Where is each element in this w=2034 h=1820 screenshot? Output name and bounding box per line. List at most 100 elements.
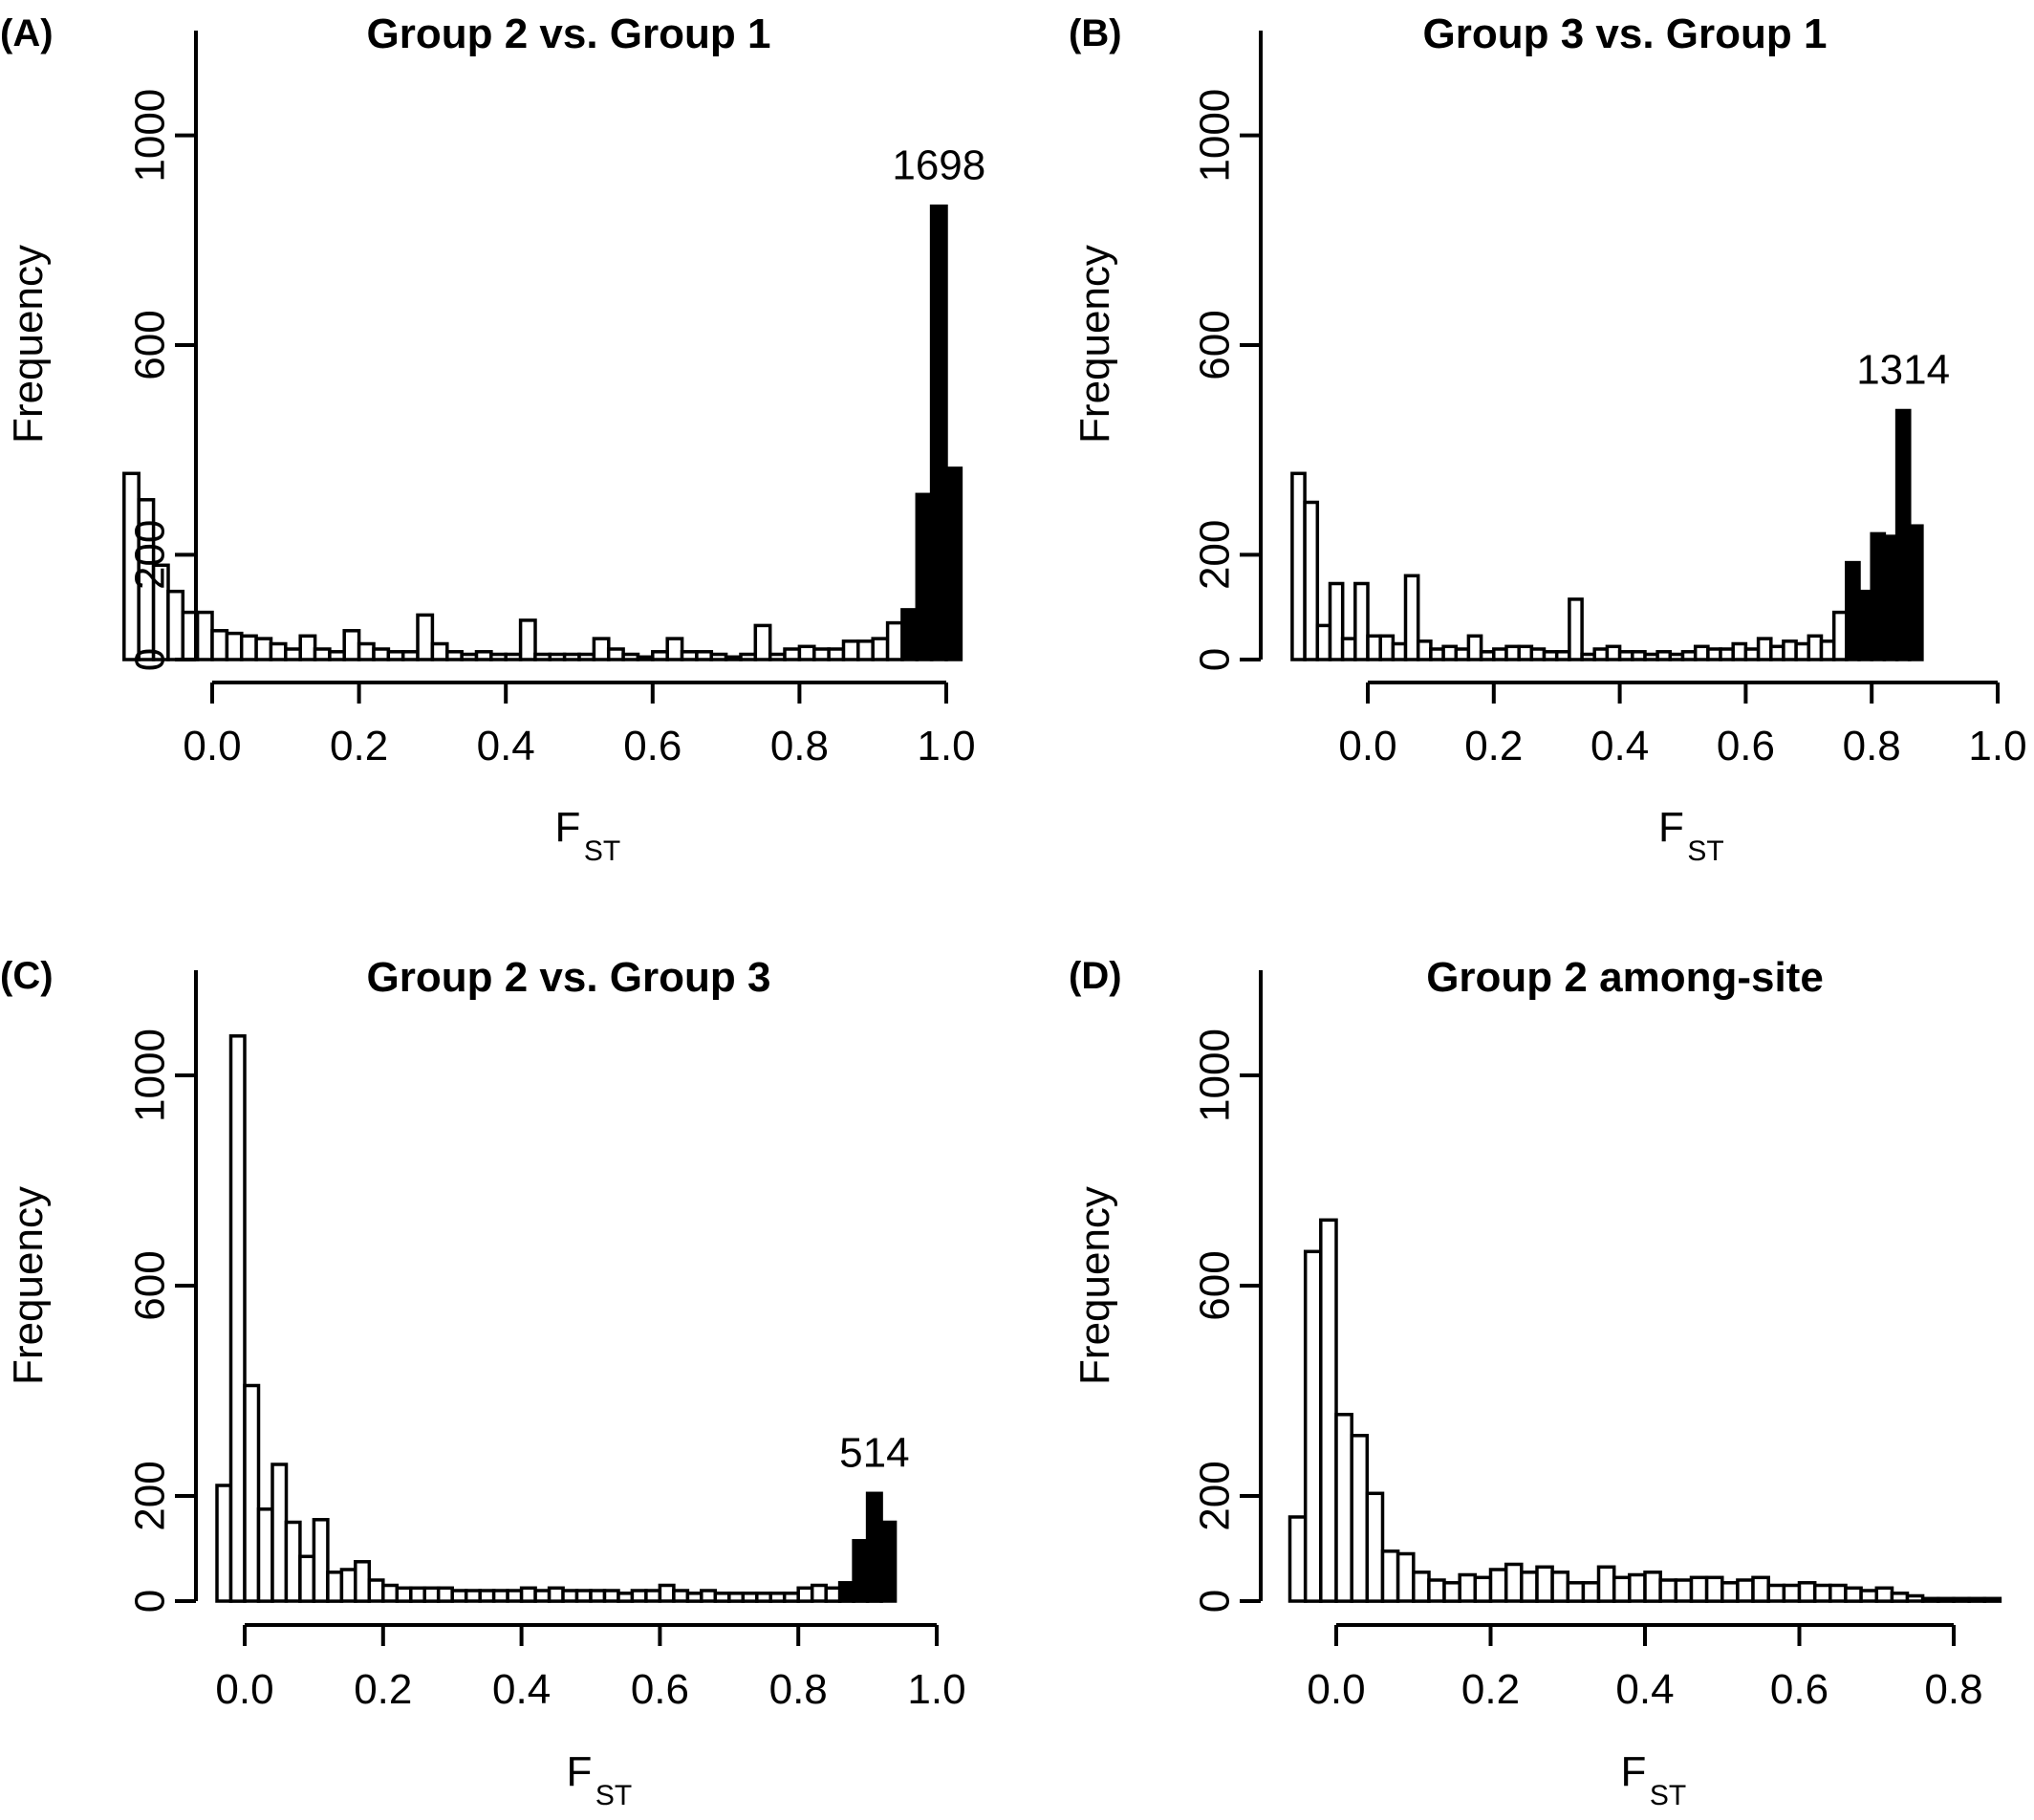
histogram-bar — [312, 1518, 330, 1603]
histogram-bar — [1568, 597, 1584, 661]
histogram-bar — [755, 1592, 773, 1603]
x-tick-label: 0.4 — [477, 723, 535, 769]
histogram-bar — [1473, 1575, 1493, 1603]
x-axis-label-subscript: ST — [584, 835, 620, 867]
histogram-bar — [518, 618, 537, 661]
histogram-bar — [1807, 634, 1824, 661]
histogram-bar — [1680, 650, 1698, 661]
histogram-bar — [228, 1034, 247, 1603]
histogram-bar — [636, 655, 655, 661]
histogram-bar — [796, 1586, 814, 1603]
y-tick-label: 0 — [1192, 648, 1239, 671]
histogram-bar — [837, 1581, 855, 1603]
histogram-bar — [1859, 1589, 1879, 1603]
histogram-bar — [1315, 623, 1332, 661]
highlight-count-annotation: 1698 — [892, 142, 985, 189]
x-tick-label: 0.8 — [1843, 723, 1901, 769]
histogram-bar — [739, 652, 758, 661]
histogram-bar — [1967, 1596, 1987, 1603]
histogram-bar — [812, 647, 831, 661]
histogram-bar — [215, 1484, 233, 1603]
histogram-bar — [1870, 531, 1887, 661]
histogram-bar — [665, 637, 684, 661]
histogram-bar — [339, 1568, 357, 1603]
histogram-bar — [239, 634, 258, 661]
y-tick-label: 1000 — [127, 89, 174, 183]
histogram-bar — [395, 1586, 413, 1603]
panel-label: (C) — [0, 955, 54, 997]
x-axis-label: F — [1658, 804, 1684, 851]
highlight-count-annotation: 514 — [839, 1429, 909, 1476]
histogram-bar — [506, 1589, 524, 1603]
histogram-bar — [592, 637, 611, 661]
histogram-bar — [1442, 1581, 1461, 1603]
histogram-bar — [519, 1586, 537, 1603]
histogram-bar — [548, 652, 567, 661]
histogram-bar — [602, 1589, 620, 1603]
histogram-bar — [1319, 1218, 1338, 1603]
histogram-bar — [1403, 574, 1420, 661]
x-tick-label: 0.2 — [1464, 723, 1523, 769]
histogram-bar — [1617, 650, 1634, 661]
histogram-bar — [929, 204, 948, 661]
chart-panel-4: 0 200 600 1000 0.0 0.2 0.4 0.6 0.8 Group 2 among-… — [1069, 954, 2002, 1811]
histogram-bar — [1857, 589, 1873, 661]
histogram-bar — [783, 647, 802, 661]
x-tick-label: 0.4 — [1590, 723, 1649, 769]
x-tick-label: 1.0 — [1968, 723, 2026, 769]
histogram-bar — [1766, 1583, 1786, 1603]
histogram-bar — [1290, 471, 1307, 661]
x-axis-label: F — [1621, 1748, 1647, 1795]
histogram-bar — [372, 647, 391, 661]
histogram-bar — [533, 1589, 552, 1603]
y-tick-label: 200 — [1192, 1461, 1239, 1530]
histogram-bar — [1303, 500, 1320, 661]
histogram-bar — [533, 652, 552, 661]
histogram-bar — [1731, 641, 1748, 661]
histogram-bar — [460, 652, 479, 661]
histogram-bar — [871, 637, 890, 661]
histogram-bar — [797, 644, 816, 661]
y-tick-label: 200 — [127, 520, 174, 590]
histogram-bar — [1334, 1413, 1353, 1603]
histogram-bar — [445, 650, 464, 661]
histogram-bar — [504, 652, 523, 661]
x-axis-label-subscript: ST — [1650, 1780, 1686, 1811]
x-tick-label: 0.2 — [330, 723, 388, 769]
histogram-bar — [577, 652, 596, 661]
histogram-bar — [944, 466, 963, 661]
y-tick-label: 0 — [1192, 1590, 1239, 1613]
panel-label: (D) — [1069, 955, 1122, 997]
histogram-bar — [606, 647, 625, 661]
histogram-bars — [1290, 408, 1924, 661]
histogram-bar — [269, 641, 288, 661]
histogram-bar — [1782, 1583, 1802, 1603]
histogram-bar — [561, 1589, 579, 1603]
x-tick-label: 0.6 — [623, 723, 682, 769]
y-tick-label: 600 — [127, 310, 174, 379]
histogram-bar — [1674, 1578, 1694, 1603]
y-tick-label: 0 — [127, 1590, 174, 1613]
histogram-bar — [547, 1586, 565, 1603]
histogram-bar — [254, 637, 273, 661]
y-tick-label: 1000 — [1192, 89, 1239, 183]
histogram-bar — [1429, 647, 1445, 661]
histogram-bar — [313, 647, 332, 661]
histogram-bar — [900, 608, 920, 661]
histogram-bar — [1658, 1578, 1678, 1603]
histogram-bar — [1882, 534, 1899, 661]
histogram-bar — [782, 1592, 800, 1603]
histogram-bar — [298, 1554, 316, 1603]
chart-panel-3: 0 200 600 1000 0.0 0.2 0.4 0.6 0.8 1.0 Group 2 vs.… — [0, 954, 966, 1811]
histogram-bar — [1492, 647, 1508, 661]
x-tick-label: 0.0 — [1307, 1666, 1365, 1713]
histogram-bar — [1554, 650, 1571, 661]
histogram-bar — [1643, 1571, 1662, 1603]
histogram-bar — [1542, 650, 1559, 661]
histogram-bar — [658, 1583, 676, 1603]
histogram-bar — [1844, 1586, 1863, 1603]
histogram-bar — [1366, 634, 1382, 661]
histogram-bar — [489, 652, 508, 661]
y-axis-label: Frequency — [1071, 245, 1118, 444]
